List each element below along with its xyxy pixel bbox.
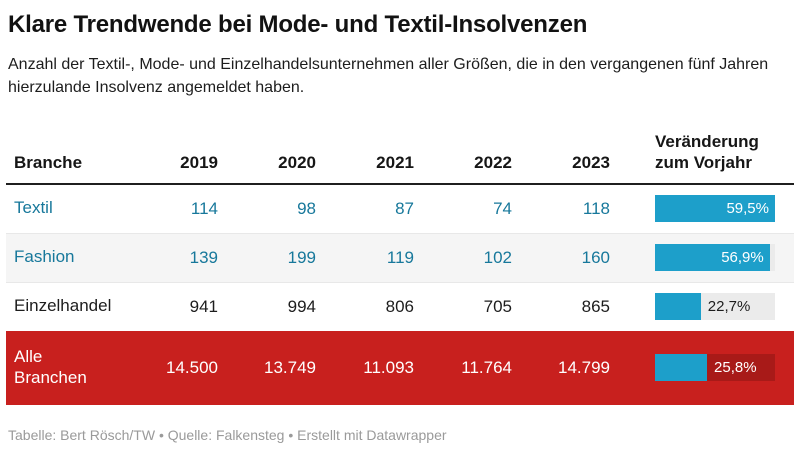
page: Klare Trendwende bei Mode- und Textil-In… [6, 11, 794, 443]
value-cell-2020: 98 [297, 198, 316, 218]
value-cell-2019: 114 [190, 198, 218, 218]
change-bar: 56,9% [655, 244, 770, 272]
value-cell-2022: 11.764 [461, 357, 512, 377]
table-header-row: Branche 2019 2020 2021 2022 2023 Veränderung z… [6, 121, 794, 185]
value-cell-2021: 119 [386, 247, 414, 267]
change-bar-track: 56,9% [655, 244, 775, 272]
row-label: Alle Branchen [14, 347, 87, 387]
change-cell: 22,7% [610, 293, 794, 321]
value-cell-2020: 199 [287, 247, 316, 267]
column-header-branche: Branche [14, 153, 83, 173]
change-bar-track: 22,7% [655, 293, 775, 321]
change-value-label: 22,7% [707, 298, 751, 316]
table-row: Alle Branchen 14.500 13.749 11.093 11.764 14.… [6, 330, 794, 405]
change-value-label: 56,9% [721, 249, 764, 267]
page-title: Klare Trendwende bei Mode- und Textil-In… [8, 11, 588, 38]
value-cell-2023: 160 [581, 247, 610, 267]
change-bar-track: 25,8% [655, 354, 775, 382]
change-bar: 59,5% [655, 195, 775, 223]
change-value-label: 59,5% [726, 200, 769, 218]
table-row: Fashion 139 199 119 102 160 56,9% [6, 232, 794, 282]
column-header-2019: 2019 [180, 153, 218, 173]
column-header-2023: 2023 [572, 153, 610, 173]
value-cell-2021: 87 [395, 198, 414, 218]
value-cell-2023: 14.799 [558, 357, 610, 377]
column-header-2022: 2022 [474, 153, 512, 173]
value-cell-2022: 74 [493, 198, 512, 218]
value-cell-2019: 139 [189, 247, 218, 267]
row-label: Einzelhandel [14, 296, 112, 316]
change-cell: 25,8% [610, 354, 794, 382]
value-cell-2020: 994 [287, 296, 316, 316]
value-cell-2022: 102 [483, 247, 512, 267]
insolvency-table: Branche 2019 2020 2021 2022 2023 Veränderung z… [6, 121, 794, 405]
value-cell-2019: 941 [189, 296, 218, 316]
table-row: Einzelhandel 941 994 806 705 865 22,7% [6, 281, 794, 331]
page-subtitle: Anzahl der Textil-, Mode- und Einzelhand… [8, 56, 769, 97]
change-cell: 59,5% [610, 195, 794, 223]
value-cell-2019: 14.500 [166, 357, 218, 377]
row-label: Fashion [14, 247, 75, 267]
column-header-2021: 2021 [376, 153, 414, 173]
table-credit: Tabelle: Bert Rösch/TW • Quelle: Falkens… [8, 426, 447, 443]
column-header-veraenderung: Veränderung zum Vorjahr [610, 131, 794, 174]
column-header-2020: 2020 [278, 153, 316, 173]
column-header-veraenderung-label: Veränderung zum Vorjahr [655, 132, 759, 173]
value-cell-2021: 806 [385, 296, 414, 316]
value-cell-2023: 118 [582, 198, 610, 218]
table-row: Textil 114 98 87 74 118 59,5% [6, 185, 794, 233]
change-bar [655, 354, 708, 382]
change-bar [655, 293, 701, 321]
value-cell-2023: 865 [581, 296, 610, 316]
change-cell: 56,9% [610, 244, 794, 272]
table-body: Textil 114 98 87 74 118 59,5% Fashion 139 199 119 1… [6, 185, 794, 405]
change-value-label: 25,8% [714, 359, 757, 377]
change-bar-track: 59,5% [655, 195, 775, 223]
value-cell-2020: 13.749 [264, 357, 316, 377]
row-label: Textil [14, 198, 53, 218]
value-cell-2021: 11.093 [363, 357, 414, 377]
value-cell-2022: 705 [483, 296, 512, 316]
